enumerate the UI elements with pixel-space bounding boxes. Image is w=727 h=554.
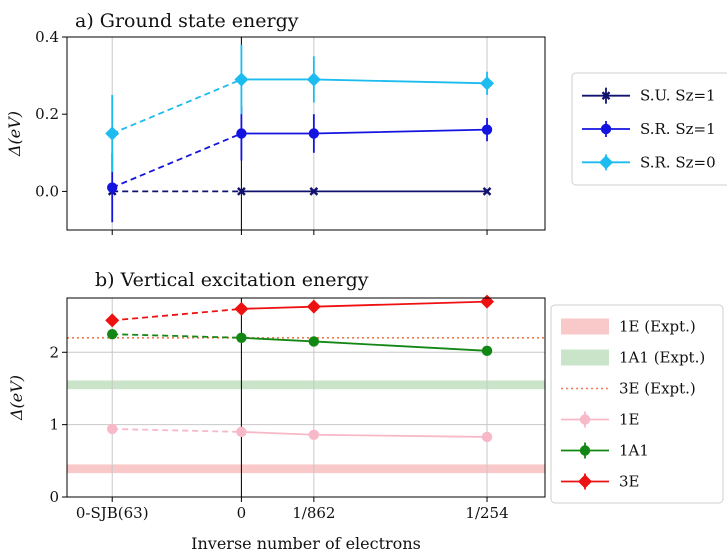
legend-marker [579, 445, 591, 456]
panel-title: b) Vertical excitation energy [95, 269, 369, 291]
series-line-solid [241, 300, 488, 310]
series-1e [107, 423, 493, 443]
legend-marker [600, 123, 612, 135]
legend-label: S.U. Sz=1 [640, 87, 716, 105]
legend-entry-1e: 1E [561, 411, 640, 429]
y-axis-label: Δ(eV) [5, 111, 24, 157]
data-point [308, 336, 320, 347]
legend-entry-1e-expt: 1E (Expt.) [561, 318, 696, 336]
x-tick-label: 0-SJB(63) [76, 504, 149, 522]
legend-label: S.R. Sz=0 [640, 153, 716, 171]
legend-swatch [561, 349, 609, 366]
plot-frame [66, 297, 546, 498]
series-line-solid [241, 430, 488, 438]
y-tick-label: 0.2 [35, 105, 59, 123]
data-point [105, 313, 120, 328]
series-s-r-sz-1 [107, 106, 493, 223]
legend-label: 1E [619, 411, 640, 429]
data-point [481, 431, 493, 443]
data-point [107, 328, 118, 340]
legend-marker [578, 474, 592, 489]
data-point [107, 182, 118, 193]
legend-label: 1A1 [619, 442, 649, 460]
series-line-solid [241, 128, 488, 135]
data-point [234, 72, 249, 87]
series-s-u-sz-1 [107, 187, 492, 196]
band-1a1-expt [67, 380, 545, 390]
y-tick-label: 2 [49, 343, 59, 361]
y-axis-label: Δ(eV) [7, 375, 26, 421]
legend-label: 3E (Expt.) [619, 380, 696, 398]
data-point [237, 187, 246, 196]
data-point [236, 426, 247, 438]
data-point [306, 299, 321, 314]
x-tick-label: 1/862 [292, 504, 335, 522]
legend-ground-state: S.U. Sz=1 S.R. Sz=1 S.R. Sz=0 [571, 72, 727, 186]
y-tick-label: 0 [49, 488, 59, 506]
x-tick-label: 1/254 [465, 504, 508, 522]
legend-entry-s-r-sz-0: S.R. Sz=0 [582, 153, 716, 171]
data-point [308, 429, 320, 440]
plot-frame [66, 36, 546, 231]
data-point [309, 187, 319, 196]
legend-marker [579, 414, 591, 425]
legend-marker [599, 155, 613, 170]
data-point [236, 332, 247, 343]
series-line-dashed [112, 307, 242, 322]
series-line-dashed [112, 428, 242, 433]
data-point [482, 187, 492, 196]
legend-entry-1a1: 1A1 [561, 442, 649, 460]
data-point [481, 345, 493, 357]
legend-entry-s-u-sz-1: S.U. Sz=1 [582, 87, 716, 105]
legend-swatch [561, 318, 609, 335]
x-tick-label: 0 [237, 504, 247, 522]
series-line-dashed [111, 132, 242, 189]
y-tick-label: 0.0 [35, 182, 59, 200]
data-point [234, 301, 249, 316]
legend-label: 3E [619, 473, 640, 491]
legend-entry-3e-expt: 3E (Expt.) [561, 380, 696, 398]
series-line-dashed [111, 78, 242, 135]
data-point [481, 124, 493, 135]
chart-panel-ground-state: a) Ground state energy 0.0 0.2 0.4 Δ(eV) [5, 10, 546, 235]
data-point [107, 423, 118, 435]
data-point [105, 126, 120, 141]
data-point [480, 294, 495, 309]
y-tick-label: 0.4 [35, 28, 59, 46]
data-point [308, 128, 320, 139]
legend-vertical-excitation: 1E (Expt.) 1A1 (Expt.) 3E (Expt.) 1E 1A1 3E [550, 304, 724, 504]
series-s-r-sz-0 [105, 44, 495, 173]
y-tick-label: 1 [49, 416, 59, 434]
band-1e-expt [67, 464, 545, 474]
series-line-dashed [112, 333, 242, 339]
series-line-solid [241, 336, 488, 352]
data-point [236, 128, 247, 139]
legend-entry-s-r-sz-1: S.R. Sz=1 [582, 120, 716, 138]
legend-entry-3e: 3E [561, 473, 640, 491]
panel-title: a) Ground state energy [75, 10, 299, 32]
legend-entry-1a1-expt: 1A1 (Expt.) [561, 349, 705, 367]
legend-label: 1E (Expt.) [619, 318, 696, 336]
data-point [306, 72, 321, 87]
legend-marker [601, 91, 611, 101]
legend-label: S.R. Sz=1 [640, 120, 716, 138]
x-axis-label: Inverse number of electrons [191, 534, 421, 553]
series-1a1 [107, 328, 493, 357]
series-line-solid [241, 78, 488, 85]
legend-box [571, 72, 727, 186]
chart-panel-vertical-excitation: b) Vertical excitation energy 0 1 2 0-SJB(63… [7, 269, 546, 553]
data-point [480, 76, 495, 91]
legend-label: 1A1 (Expt.) [619, 349, 705, 367]
series-3e [105, 294, 495, 328]
